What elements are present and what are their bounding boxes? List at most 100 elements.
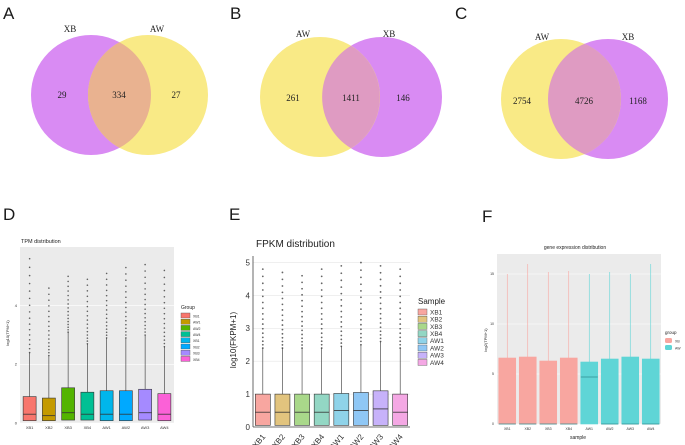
venn-a-left-label: XB xyxy=(64,24,77,34)
e-legend-label: XB4 xyxy=(430,331,443,338)
d-box-rect xyxy=(80,391,95,421)
d-legend-label: XB4 xyxy=(193,358,200,362)
e-box-rect xyxy=(274,393,291,426)
e-legend-label: AW3 xyxy=(430,353,444,360)
e-outlier-point xyxy=(281,303,284,306)
e-box-rect xyxy=(372,390,389,426)
e-box-xb4 xyxy=(313,268,330,426)
e-outlier-point xyxy=(320,295,323,298)
f-legend-label: XB xyxy=(675,339,680,343)
e-xtick-label: XB1 xyxy=(251,432,268,445)
d-outlier-point xyxy=(28,334,31,336)
e-outlier-point xyxy=(301,337,303,340)
d-outlier-point xyxy=(163,283,166,285)
chart-d-ylabel: log10(TPM+1) xyxy=(5,320,10,346)
chart-f-yticks: 0 5 10 15 xyxy=(490,272,494,426)
e-outlier-point xyxy=(360,308,362,311)
f-box-aw3 xyxy=(621,274,640,425)
panel-label-d: D xyxy=(3,205,15,224)
e-outlier-point xyxy=(281,278,284,281)
d-outlier-point xyxy=(86,284,89,286)
e-outlier-point xyxy=(360,276,362,279)
d-box-rect xyxy=(99,390,114,421)
d-outlier-point xyxy=(125,306,127,309)
venn-a-both-count: 334 xyxy=(112,90,126,100)
d-legend-label: XB3 xyxy=(193,352,200,356)
d-outlier-point xyxy=(163,295,166,298)
d-outlier-point xyxy=(67,299,69,301)
e-outlier-point xyxy=(379,317,382,320)
e-outlier-point xyxy=(301,329,303,332)
e-outlier-point xyxy=(320,307,323,310)
panel-c: C AW XB 2754 4726 1168 xyxy=(455,4,668,159)
d-box-xb4 xyxy=(80,278,95,421)
d-outlier-point xyxy=(28,323,31,325)
e-legend-swatch xyxy=(417,316,428,323)
chart-f-xticks: XB1 XB2 XB3 XB4 AW1 AW2 AW3 AW4 xyxy=(504,427,655,431)
e-outlier-point xyxy=(399,318,402,321)
e-outlier-point xyxy=(281,336,284,339)
d-outlier-point xyxy=(67,307,69,309)
d-outlier-point xyxy=(125,331,127,333)
d-outlier-point xyxy=(144,308,146,310)
d-outlier-point xyxy=(125,266,127,269)
d-outlier-point xyxy=(67,275,69,278)
e-outlier-point xyxy=(379,326,382,329)
d-outlier-point xyxy=(86,290,89,292)
e-legend-label: XB1 xyxy=(430,309,443,316)
d-outlier-point xyxy=(163,317,166,320)
e-outlier-point xyxy=(360,328,362,331)
f-box-rect xyxy=(518,356,537,425)
d-xtick-label: AW2 xyxy=(122,425,131,430)
e-outlier-point xyxy=(360,302,362,305)
e-outlier-point xyxy=(320,312,323,315)
d-outlier-point xyxy=(163,345,166,348)
d-box-rect xyxy=(157,393,172,421)
e-outlier-point xyxy=(399,301,402,304)
d-box-rect xyxy=(42,397,56,421)
d-outlier-point xyxy=(28,339,31,341)
chart-d-boxes xyxy=(22,257,172,421)
d-legend-swatch xyxy=(180,356,191,362)
e-outlier-point xyxy=(261,312,264,315)
d-outlier-point xyxy=(144,331,146,333)
e-outlier-point xyxy=(399,343,402,346)
e-outlier-point xyxy=(379,330,382,333)
e-box-xb1 xyxy=(255,268,271,426)
panel-f: F gene expression distribution log2(TPM+… xyxy=(482,207,681,441)
e-outlier-point xyxy=(340,304,343,307)
e-outlier-point xyxy=(399,307,402,310)
d-outlier-point xyxy=(144,328,146,330)
e-box-rect xyxy=(333,393,350,426)
d-outlier-point xyxy=(67,294,69,297)
d-outlier-point xyxy=(28,351,31,354)
d-outlier-point xyxy=(125,291,127,293)
e-box-aw1 xyxy=(333,264,350,426)
e-legend-swatch xyxy=(417,352,428,359)
venn-c-right-label: XB xyxy=(622,32,635,42)
e-outlier-point xyxy=(340,292,343,295)
d-outlier-point xyxy=(163,331,166,334)
e-outlier-point xyxy=(360,290,362,292)
f-box-xb1 xyxy=(498,274,517,425)
d-outlier-point xyxy=(125,337,127,339)
e-outlier-point xyxy=(399,327,402,330)
d-outlier-point xyxy=(144,293,146,296)
e-box-xb2 xyxy=(274,271,291,426)
chart-f-title: gene expression distribution xyxy=(544,245,606,251)
d-outlier-point xyxy=(28,266,31,269)
e-legend-swatch xyxy=(417,337,428,344)
d-outlier-point xyxy=(48,315,50,318)
panel-label-e: E xyxy=(229,205,240,224)
d-outlier-point xyxy=(67,314,69,316)
e-outlier-point xyxy=(320,268,323,271)
f-xtick-label: AW4 xyxy=(647,427,655,431)
e-outlier-point xyxy=(340,342,343,344)
e-outlier-point xyxy=(261,340,264,343)
d-xtick-label: XB2 xyxy=(45,425,53,430)
e-outlier-point xyxy=(379,334,382,336)
e-outlier-point xyxy=(399,336,402,339)
d-outlier-point xyxy=(144,316,146,319)
e-outlier-point xyxy=(261,318,264,321)
e-outlier-point xyxy=(281,297,284,300)
